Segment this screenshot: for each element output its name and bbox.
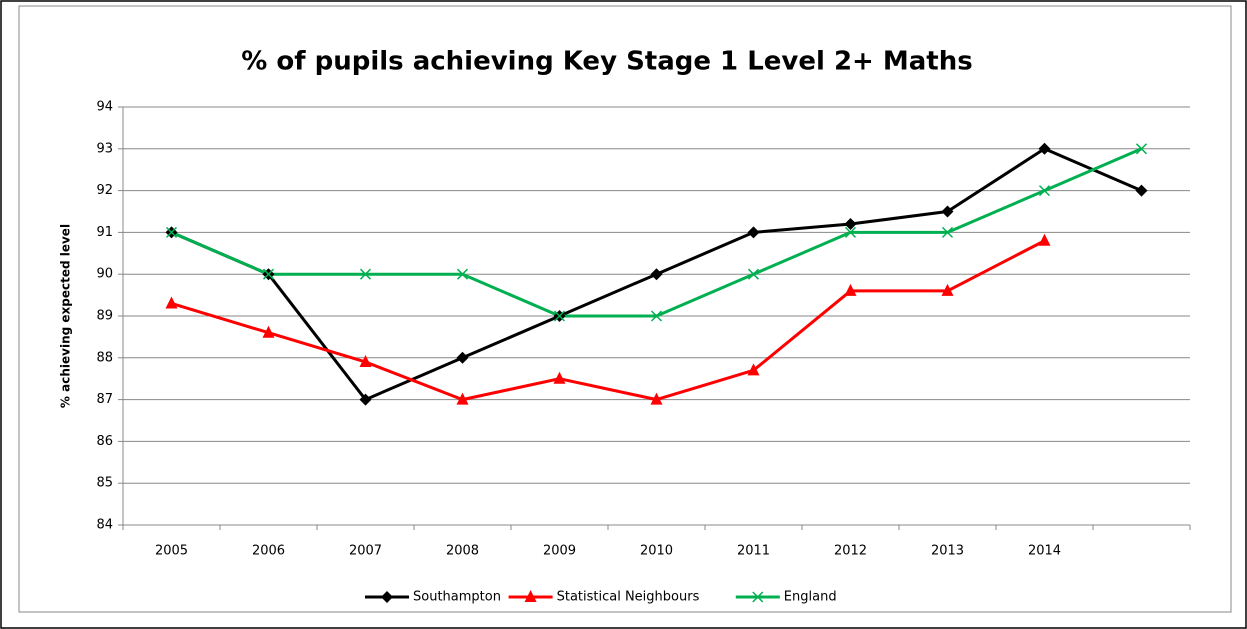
series-line bbox=[171, 239, 1046, 402]
marker bbox=[1038, 185, 1051, 197]
y-tick-label: 90 bbox=[96, 267, 113, 282]
marker bbox=[165, 296, 178, 309]
y-tick-label: 91 bbox=[96, 225, 113, 240]
x-tick-label: 2005 bbox=[155, 544, 188, 559]
marker bbox=[1038, 233, 1051, 246]
marker bbox=[1135, 184, 1148, 197]
y-tick-label: 86 bbox=[96, 434, 113, 449]
marker bbox=[359, 393, 372, 406]
x-tick-label: 2008 bbox=[446, 544, 479, 559]
marker bbox=[359, 268, 372, 280]
y-tick-label: 85 bbox=[96, 476, 113, 491]
marker bbox=[747, 226, 760, 239]
marker bbox=[844, 226, 857, 238]
marker bbox=[456, 268, 469, 280]
marker bbox=[1135, 143, 1148, 155]
y-tick-label: 92 bbox=[96, 183, 113, 198]
marker bbox=[941, 226, 954, 238]
legend-label: Southampton bbox=[413, 590, 501, 605]
x-tick-label: 2007 bbox=[349, 544, 382, 559]
x-tick-label: 2013 bbox=[931, 544, 964, 559]
x-tick-label: 2010 bbox=[640, 544, 673, 559]
x-tick-label: 2006 bbox=[252, 544, 285, 559]
marker bbox=[844, 218, 857, 231]
y-tick-label: 93 bbox=[96, 141, 113, 156]
y-tick-label: 87 bbox=[96, 392, 113, 407]
marker bbox=[650, 392, 663, 405]
y-tick-label: 88 bbox=[96, 350, 113, 365]
x-tick-label: 2009 bbox=[543, 544, 576, 559]
marker bbox=[747, 363, 760, 376]
y-tick-label: 89 bbox=[96, 309, 113, 324]
chart-area bbox=[18, 5, 1232, 613]
legend-label: Statistical Neighbours bbox=[557, 590, 700, 605]
legend-label: England bbox=[784, 590, 837, 605]
marker bbox=[456, 392, 469, 405]
legend-marker bbox=[524, 590, 537, 602]
marker bbox=[165, 226, 178, 238]
marker bbox=[844, 283, 857, 296]
marker bbox=[941, 283, 954, 296]
marker bbox=[1038, 142, 1051, 155]
chart-title: % of pupils achieving Key Stage 1 Level … bbox=[241, 47, 972, 77]
marker bbox=[359, 354, 372, 367]
marker bbox=[553, 310, 566, 322]
x-tick-label: 2014 bbox=[1028, 544, 1061, 559]
y-tick-label: 94 bbox=[96, 100, 113, 115]
marker bbox=[262, 325, 275, 338]
marker bbox=[650, 268, 663, 281]
marker bbox=[553, 371, 566, 384]
marker bbox=[456, 351, 469, 364]
y-axis-label: % achieving expected level bbox=[59, 224, 73, 408]
legend-marker bbox=[381, 591, 393, 603]
x-tick-label: 2012 bbox=[834, 544, 867, 559]
x-tick-label: 2011 bbox=[737, 544, 770, 559]
marker bbox=[650, 310, 663, 322]
legend-marker bbox=[752, 591, 764, 603]
marker bbox=[941, 205, 954, 218]
y-tick-label: 84 bbox=[96, 518, 113, 533]
marker bbox=[747, 268, 760, 280]
marker bbox=[262, 268, 275, 280]
